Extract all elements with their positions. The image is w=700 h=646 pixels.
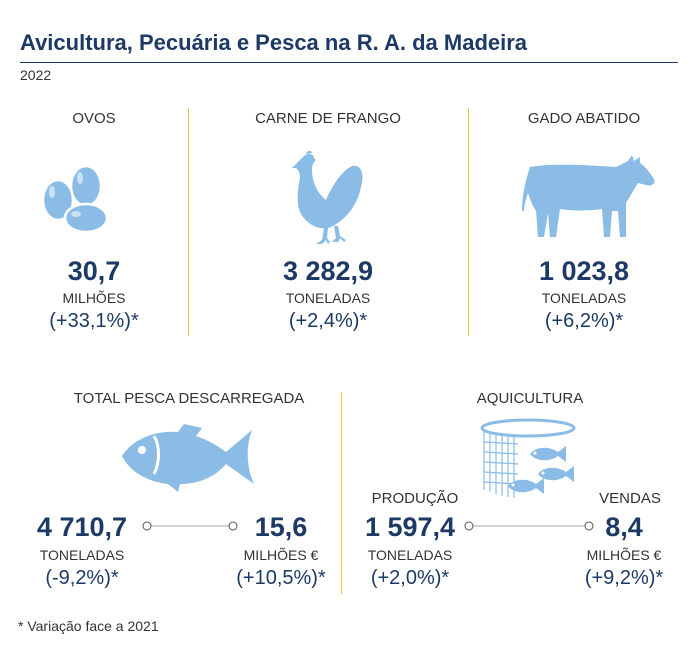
ovos-variation: (+33,1%)* xyxy=(49,310,139,332)
fish-icon xyxy=(122,424,254,492)
separator-2 xyxy=(468,108,469,336)
vendas-value: 8,4 xyxy=(605,512,643,542)
frango-label: CARNE DE FRANGO xyxy=(255,110,401,127)
separator-1 xyxy=(188,108,189,336)
pesca-left-unit: TONELADAS xyxy=(39,547,125,563)
vendas-variation: (+9,2%)* xyxy=(584,567,664,589)
gado-value: 1 023,8 xyxy=(538,256,630,286)
producao-unit: TONELADAS xyxy=(367,547,453,563)
footnote: * Variação face a 2021 xyxy=(18,618,159,634)
producao-variation: (+2,0%)* xyxy=(370,567,450,589)
gado-unit: TONELADAS xyxy=(541,290,627,306)
producao-label: PRODUÇÃO xyxy=(371,490,459,507)
fish-farm-icon xyxy=(480,418,576,498)
ovos-value: 30,7 xyxy=(67,256,121,286)
aquicultura-connector xyxy=(464,521,594,531)
pesca-connector xyxy=(142,521,238,531)
gado-label: GADO ABATIDO xyxy=(527,110,641,127)
eggs-icon xyxy=(41,164,108,234)
separator-3 xyxy=(341,392,342,594)
frango-variation: (+2,4%)* xyxy=(288,310,368,332)
ovos-label: OVOS xyxy=(72,110,116,127)
gado-variation: (+6,2%)* xyxy=(544,310,624,332)
pesca-left-value: 4 710,7 xyxy=(36,512,128,542)
pesca-left-variation: (-9,2%)* xyxy=(45,567,119,589)
vendas-unit: MILHÕES € xyxy=(586,547,662,563)
pesca-label: TOTAL PESCA DESCARREGADA xyxy=(73,390,305,407)
frango-value: 3 282,9 xyxy=(282,256,374,286)
year-label: 2022 xyxy=(20,67,52,83)
ovos-unit: MILHÕES xyxy=(62,290,126,306)
chicken-icon xyxy=(292,150,363,244)
pesca-right-unit: MILHÕES € xyxy=(243,547,319,563)
pesca-right-variation: (+10,5%)* xyxy=(236,567,326,589)
cow-icon xyxy=(522,155,655,237)
vendas-label: VENDAS xyxy=(599,490,661,507)
pesca-right-value: 15,6 xyxy=(254,512,308,542)
aquicultura-label: AQUICULTURA xyxy=(476,390,584,407)
producao-value: 1 597,4 xyxy=(364,512,456,542)
page-title: Avicultura, Pecuária e Pesca na R. A. da… xyxy=(20,30,528,55)
title-rule xyxy=(20,62,678,63)
frango-unit: TONELADAS xyxy=(285,290,371,306)
